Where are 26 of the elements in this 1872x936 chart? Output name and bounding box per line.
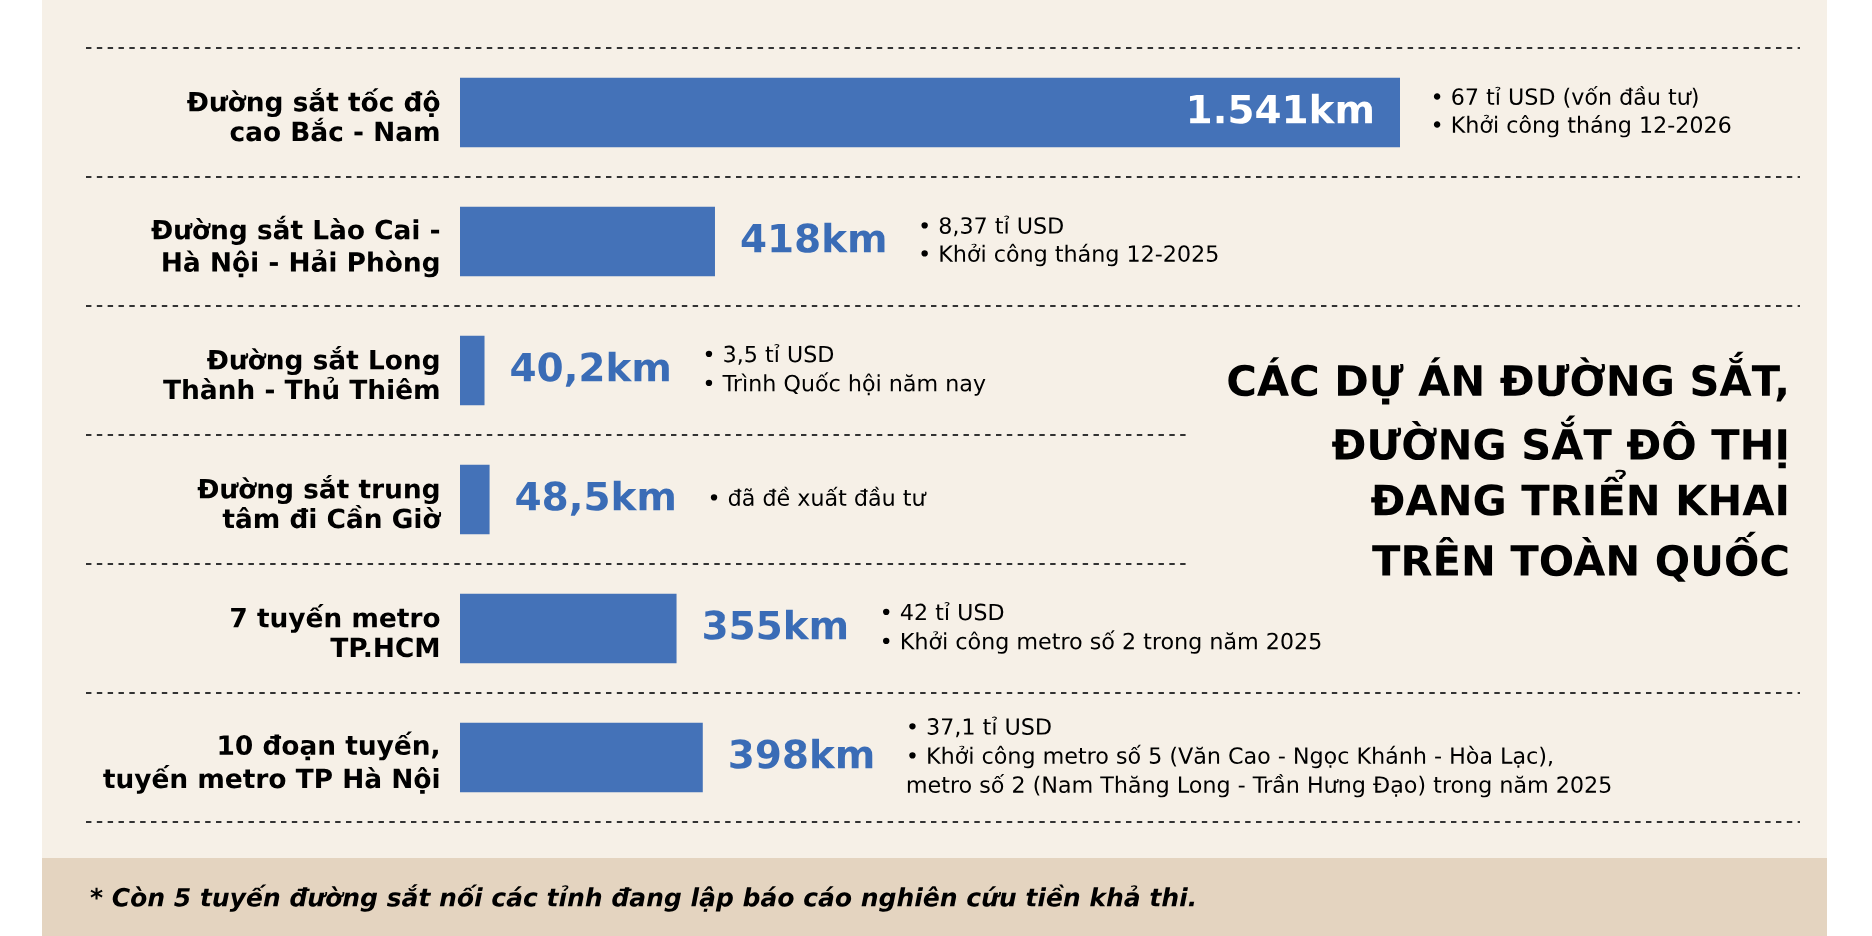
y-tick-label: 10 đoạn tuyến, tuyến metro TP Hà Nội <box>103 731 439 794</box>
y-tick-label: Đường sắt tốc độ cao Bắc - Nam <box>187 87 440 142</box>
y-tick-label: Đường sắt Long Thành - Thủ Thiêm <box>163 345 439 400</box>
y-tick-label: Đường sắt Lào Cai - Hà Nội - Hải Phòng <box>151 215 440 278</box>
bar <box>460 464 490 535</box>
text: • 67 tỉ USD (vốn đầu tư) • Khởi công tháng 12-2026 <box>1433 85 1731 138</box>
text: * Còn 5 tuyến đường sắt nối các tỉnh đang lập báo cáo nghiên cứu tiền khả thi. <box>90 884 1195 912</box>
data-label: 40,2km <box>511 351 669 387</box>
data-label: 48,5km <box>516 480 674 516</box>
annotation: • 37,1 tỉ USD • Khởi công metro số 5 (Văn Cao - Ngọc Khánh - Hòa Lạc), metro số 2 (Nam Thăng Long - Trần Hưng Đạo) trong năm 2025 <box>907 716 1611 798</box>
annotation: • 42 tỉ USD • Khởi công metro số 2 trong năm 2025 <box>882 602 1321 654</box>
y-tick-label: Đường sắt trung tâm đi Cần Giờ <box>197 474 442 529</box>
data-label: 418km <box>741 222 885 253</box>
annotation: • 8,37 tỉ USD • Khởi công tháng 12-2025 <box>921 215 1218 267</box>
annotation: • đã đề xuất đầu tư <box>710 486 927 506</box>
bar <box>460 77 1400 148</box>
bar <box>460 335 485 406</box>
bar <box>460 593 677 664</box>
data-label: 1.541km <box>1190 93 1372 124</box>
data-label: 398km <box>730 738 873 769</box>
data-label: 355km <box>704 609 847 640</box>
bar <box>460 206 715 277</box>
text: CÁC DỰ ÁN ĐƯỜNG SẮT, ĐƯỜNG SẮT ĐÔ THỊ ĐANG TRIỂN KHAI TRÊN TOÀN QUỐC <box>1228 351 1788 582</box>
bar <box>460 722 703 793</box>
y-tick-label: 7 tuyến metro TP.HCM <box>231 604 440 658</box>
annotation: • 3,5 tỉ USD • Trình Quốc hội năm nay <box>705 344 986 396</box>
